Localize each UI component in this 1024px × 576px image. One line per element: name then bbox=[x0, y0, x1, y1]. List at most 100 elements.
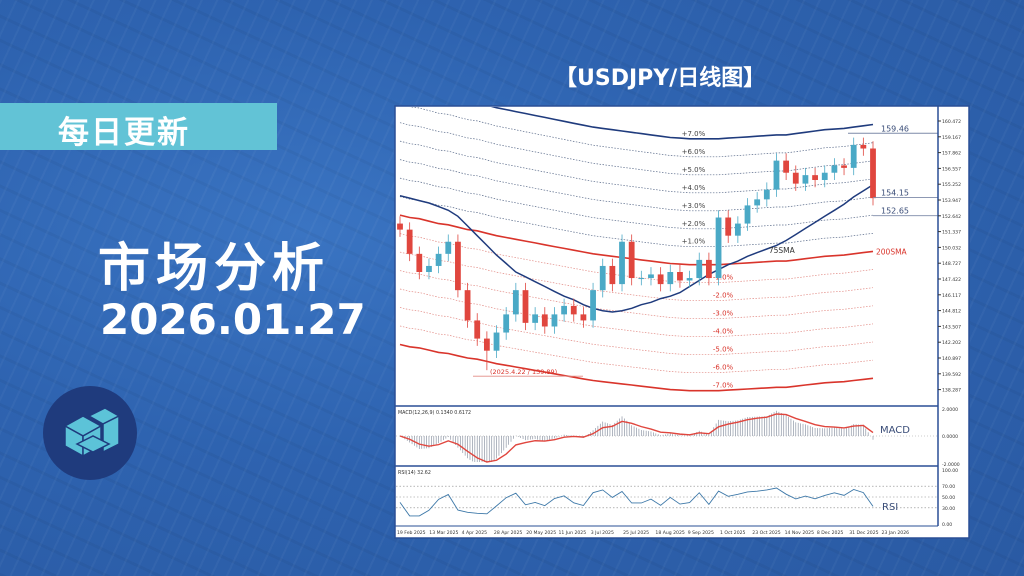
bull-candle bbox=[435, 253, 442, 266]
bull-candle bbox=[619, 241, 625, 285]
x-tick-label: 1 Oct 2025 bbox=[720, 530, 746, 536]
bear-candle bbox=[483, 338, 490, 351]
y-tick-label: 146.117 bbox=[942, 293, 961, 299]
y-tick-label: 144.812 bbox=[942, 309, 961, 315]
x-tick-label: 23 Jan 2026 bbox=[882, 530, 910, 536]
macd-pane: MACD(12,26,9) 0.1340 0.6172 MACD bbox=[396, 410, 938, 463]
y-tick-label: 153.947 bbox=[942, 198, 961, 204]
bull-candle bbox=[503, 314, 510, 333]
envelope-line-minus5 bbox=[399, 307, 874, 356]
bear-candle bbox=[522, 290, 529, 323]
x-tick-label: 31 Dec 2025 bbox=[849, 530, 878, 536]
envelope-label: +2.0% bbox=[682, 220, 706, 228]
bear-candle bbox=[455, 241, 461, 291]
rsi-y-tick: 70.00 bbox=[942, 484, 955, 490]
bear-candle bbox=[725, 217, 732, 236]
y-tick-label: 152.642 bbox=[942, 214, 961, 220]
bull-candle bbox=[445, 241, 452, 254]
envelope-label: -6.0% bbox=[713, 364, 734, 372]
bull-candle bbox=[831, 165, 838, 173]
bear-candle bbox=[406, 229, 413, 254]
envelope-line-plus3 bbox=[399, 159, 874, 212]
axes: 160.472 159.167 157.862 156.557 155.252 153.9… bbox=[395, 106, 961, 536]
bull-candle bbox=[493, 332, 500, 351]
price-line-label: 152.65 bbox=[881, 207, 909, 216]
bull-candle bbox=[590, 290, 596, 321]
envelope-line-plus1 bbox=[399, 196, 874, 248]
x-tick-label: 20 May 2025 bbox=[526, 530, 556, 536]
sma200-line bbox=[399, 214, 874, 266]
bull-candle bbox=[763, 189, 770, 200]
sma75-line bbox=[399, 184, 874, 313]
bull-candle bbox=[426, 265, 432, 273]
bear-candle bbox=[783, 160, 790, 173]
y-tick-label: 138.287 bbox=[942, 388, 961, 394]
isometric-cube-logo-icon bbox=[43, 386, 137, 480]
bull-candle bbox=[754, 199, 761, 206]
headline: 市场分析 bbox=[98, 239, 331, 299]
envelope-line-minus4 bbox=[399, 288, 874, 338]
x-tick-label: 3 Jul 2025 bbox=[591, 530, 614, 536]
bear-candle bbox=[541, 314, 548, 327]
x-tick-label: 11 Jun 2025 bbox=[559, 530, 587, 536]
y-tick-label: 155.252 bbox=[942, 182, 961, 188]
y-tick-label: 140.897 bbox=[942, 356, 961, 362]
bear-candle bbox=[416, 253, 423, 273]
envelope-line-plus4 bbox=[399, 140, 874, 194]
x-tick-label: 8 Dec 2025 bbox=[817, 530, 844, 536]
main-price-pane: +7.0% +6.0% +5.0% +4.0% +3.0% +2.0% +1.0% -1.0%… bbox=[397, 107, 938, 392]
envelope-line-plus2 bbox=[399, 177, 874, 230]
bull-candle bbox=[734, 223, 741, 236]
badge-text: 每日更新 bbox=[58, 115, 190, 151]
x-tick-label: 19 Feb 2025 bbox=[397, 530, 426, 536]
x-tick-label: 9 Sep 2025 bbox=[688, 530, 714, 536]
y-tick-label: 143.507 bbox=[942, 324, 961, 330]
x-tick-label: 25 Jul 2025 bbox=[623, 530, 649, 536]
envelope-label: +4.0% bbox=[682, 184, 706, 192]
bull-candle bbox=[599, 265, 606, 291]
y-tick-label: 159.167 bbox=[942, 135, 961, 141]
bear-candle bbox=[657, 274, 664, 285]
envelope-line-minus6 bbox=[399, 325, 874, 374]
envelope-line-plus7 bbox=[490, 107, 874, 140]
envelope-line-plus5 bbox=[399, 122, 874, 176]
bear-candle bbox=[812, 175, 818, 180]
macd-signal-line bbox=[399, 413, 874, 463]
y-tick-label: 156.557 bbox=[942, 166, 961, 172]
macd-label: MACD bbox=[880, 425, 910, 436]
bear-candle bbox=[464, 290, 471, 321]
envelope-label: +6.0% bbox=[682, 148, 706, 156]
bear-candle bbox=[570, 305, 577, 315]
y-tick-label: 160.472 bbox=[942, 119, 961, 125]
bull-candle bbox=[821, 172, 828, 180]
envelope-line-minus2 bbox=[399, 251, 874, 302]
x-tick-label: 28 Apr 2025 bbox=[494, 530, 522, 536]
bull-candle bbox=[638, 278, 645, 280]
envelope-label: -3.0% bbox=[713, 310, 734, 318]
bear-candle bbox=[706, 259, 712, 279]
envelope-label: +1.0% bbox=[682, 238, 706, 246]
bear-candle bbox=[580, 314, 587, 321]
envelope-line-minus3 bbox=[399, 270, 874, 320]
y-tick-label: 150.032 bbox=[942, 245, 961, 251]
macd-y-tick: 2.0000 bbox=[942, 407, 958, 413]
envelope-label: -5.0% bbox=[713, 346, 734, 354]
envelope-label: -4.0% bbox=[713, 328, 734, 336]
bear-candle bbox=[860, 144, 867, 149]
rsi-y-tick: 50.00 bbox=[942, 495, 955, 501]
bull-candle bbox=[551, 314, 558, 327]
macd-header: MACD(12,26,9) 0.1340 0.6172 bbox=[398, 410, 471, 416]
x-tick-label: 18 Aug 2025 bbox=[655, 530, 685, 536]
bull-candle bbox=[744, 205, 751, 224]
bear-candle bbox=[474, 320, 481, 339]
x-tick-label: 13 Mar 2025 bbox=[429, 530, 458, 536]
low-annotation: (2025.4.22 / 139.89) bbox=[490, 368, 557, 376]
bull-candle bbox=[561, 305, 567, 315]
y-tick-label: 139.592 bbox=[942, 372, 961, 378]
sma75-label: 75SMA bbox=[769, 246, 796, 255]
y-tick-label: 147.422 bbox=[942, 277, 961, 283]
x-tick-label: 4 Apr 2025 bbox=[462, 530, 488, 536]
bull-candle bbox=[802, 175, 809, 184]
envelope-line-plus6 bbox=[409, 107, 874, 158]
